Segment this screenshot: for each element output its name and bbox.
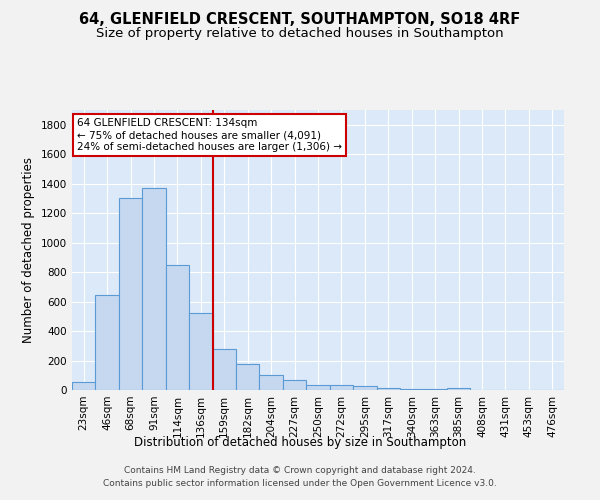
Bar [166,266,189,390]
Text: 64, GLENFIELD CRESCENT, SOUTHAMPTON, SO18 4RF: 64, GLENFIELD CRESCENT, SOUTHAMPTON, SO1… [79,12,521,28]
Text: Distribution of detached houses by size in Southampton: Distribution of detached houses by size … [134,436,466,449]
Bar [119,198,142,390]
Text: Contains HM Land Registry data © Crown copyright and database right 2024.
Contai: Contains HM Land Registry data © Crown c… [103,466,497,487]
Text: 64 GLENFIELD CRESCENT: 134sqm
← 75% of detached houses are smaller (4,091)
24% o: 64 GLENFIELD CRESCENT: 134sqm ← 75% of d… [77,118,342,152]
Bar [189,312,212,390]
Bar [142,188,166,390]
Bar [353,386,377,390]
Bar [259,374,283,390]
Bar [330,385,353,390]
Bar [236,364,259,390]
Bar [72,382,95,390]
Text: Size of property relative to detached houses in Southampton: Size of property relative to detached ho… [96,28,504,40]
Bar [283,380,306,390]
Bar [95,295,119,390]
Bar [212,350,236,390]
Bar [400,389,424,390]
Bar [377,388,400,390]
Bar [306,385,330,390]
Y-axis label: Number of detached properties: Number of detached properties [22,157,35,343]
Bar [447,388,470,390]
Bar [424,389,447,390]
